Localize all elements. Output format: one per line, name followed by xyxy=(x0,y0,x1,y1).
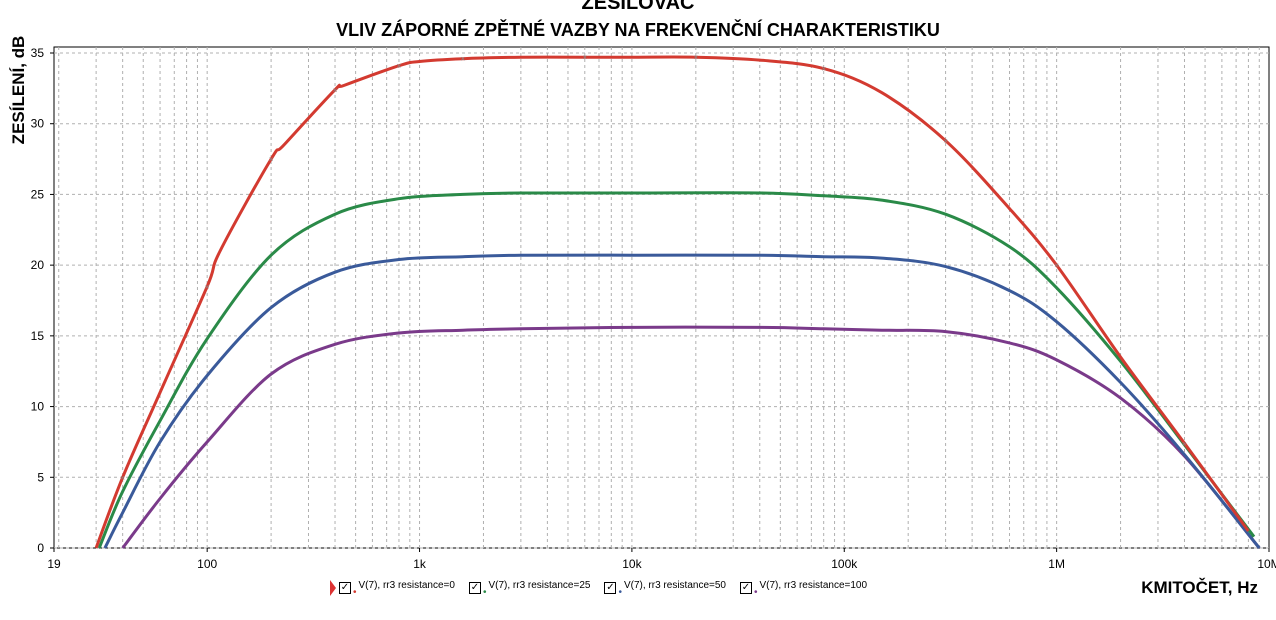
legend-checkbox-checked-icon[interactable]: ✓ xyxy=(339,582,351,594)
y-tick-label: 15 xyxy=(31,329,45,343)
x-tick-label: 10k xyxy=(622,557,642,571)
legend-marker-icon: • xyxy=(618,587,622,598)
y-tick-label: 35 xyxy=(31,46,45,60)
series-line-1 xyxy=(97,191,1256,549)
y-tick-label: 5 xyxy=(37,470,44,484)
series-line-2 xyxy=(103,253,1261,549)
legend-marker-icon: • xyxy=(353,587,357,598)
legend-item-2[interactable]: ✓ • V(7), rr3 resistance=50 xyxy=(604,580,726,598)
legend-label: V(7), rr3 resistance=100 xyxy=(759,580,868,591)
legend-checkbox-checked-icon[interactable]: ✓ xyxy=(468,582,481,594)
series-line-0 xyxy=(94,55,1250,549)
series-marker: × xyxy=(1054,261,1059,270)
series-line-3 xyxy=(121,325,1261,549)
x-axis-label: KMITOČET, Hz xyxy=(1141,578,1258,597)
legend-marker-icon: • xyxy=(482,587,487,598)
series-marker: × xyxy=(1182,439,1187,448)
x-tick-label: 19 xyxy=(47,557,61,571)
series-marker: × xyxy=(397,62,402,71)
series-marker: × xyxy=(269,155,274,164)
series-marker: × xyxy=(582,53,587,62)
series-marker: × xyxy=(943,137,948,146)
legend-selection-arrow-icon xyxy=(330,580,336,596)
legend-item-1[interactable]: ✓ • V(7), rr3 resistance=25 xyxy=(468,580,591,598)
series-marker: × xyxy=(821,65,826,74)
legend-label: V(7), rr3 resistance=25 xyxy=(488,580,591,591)
y-tick-label: 20 xyxy=(31,258,45,272)
legend-label: V(7), rr3 resistance=0 xyxy=(358,580,455,591)
legend-item-0[interactable]: ✓ • V(7), rr3 resistance=0 xyxy=(339,580,455,598)
x-tick-label: 1M xyxy=(1048,557,1065,571)
legend-label: V(7), rr3 resistance=50 xyxy=(623,580,726,591)
series-marker: × xyxy=(205,282,210,291)
series-marker: × xyxy=(461,55,466,64)
legend-marker-icon: • xyxy=(753,587,758,598)
x-tick-label: 1k xyxy=(413,557,427,571)
chart-subtitle: VLIV ZÁPORNÉ ZPĚTNÉ VAZBY NA FREKVENČNÍ … xyxy=(336,20,940,40)
legend-checkbox-checked-icon[interactable]: ✓ xyxy=(739,582,752,594)
x-tick-label: 100 xyxy=(197,557,217,571)
y-tick-label: 10 xyxy=(31,400,45,414)
series-marker: × xyxy=(693,53,698,62)
legend: ✓ • V(7), rr3 resistance=0 ✓ • V(7), rr3 resi… xyxy=(330,580,881,600)
x-tick-label: 10M xyxy=(1257,557,1276,571)
x-tick-label: 100k xyxy=(831,557,858,571)
legend-checkbox-checked-icon[interactable]: ✓ xyxy=(604,582,617,594)
y-tick-label: 0 xyxy=(37,541,44,555)
y-tick-label: 30 xyxy=(31,117,45,131)
y-tick-label: 25 xyxy=(31,187,45,201)
series-marker: × xyxy=(333,86,338,95)
series-marker: × xyxy=(120,473,125,482)
legend-item-3[interactable]: ✓ • V(7), rr3 resistance=100 xyxy=(739,580,868,598)
chart-title: ZESILOVAČ xyxy=(581,0,695,14)
